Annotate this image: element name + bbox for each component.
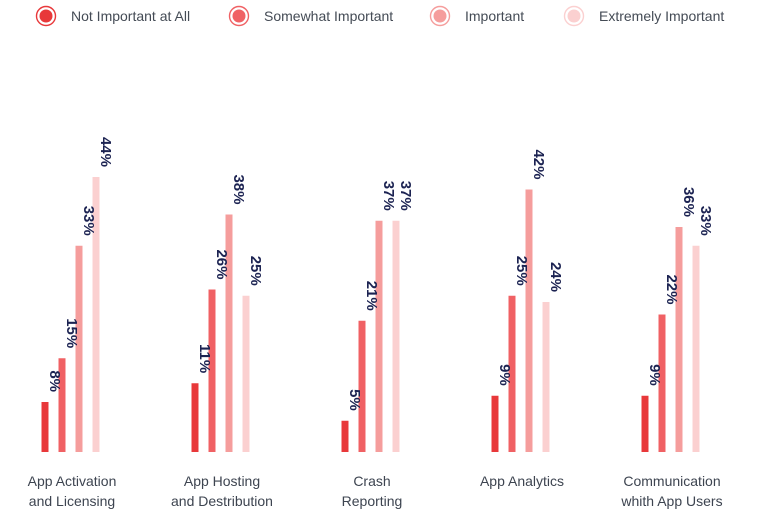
value-label: 11% — [196, 344, 213, 373]
bar — [491, 395, 499, 452]
bar — [658, 314, 666, 452]
legend-marker-dot — [39, 9, 53, 23]
value-label: 8% — [46, 370, 63, 392]
legend-marker-dot — [232, 9, 246, 23]
legend-marker-dot — [433, 9, 447, 23]
value-label: 5% — [346, 389, 363, 411]
bar — [641, 395, 649, 452]
bar — [675, 227, 683, 452]
category-label: Reporting — [342, 493, 403, 509]
category-label: Communication — [623, 473, 720, 489]
bar — [208, 289, 216, 452]
category-label: App Analytics — [480, 473, 564, 489]
bar — [92, 177, 100, 452]
bar — [58, 358, 66, 452]
value-label: 33% — [697, 206, 714, 236]
bar — [692, 245, 700, 452]
value-label: 9% — [496, 364, 513, 386]
bar — [341, 420, 349, 452]
legend-label: Extremely Important — [599, 8, 724, 24]
value-label: 25% — [247, 256, 264, 286]
category-label: App Activation — [28, 473, 117, 489]
category-labels-group: App Activation and Licensing App Hosting an… — [28, 473, 723, 509]
legend-label: Not Important at All — [71, 8, 190, 24]
value-label: 24% — [547, 262, 564, 292]
value-label: 36% — [680, 187, 697, 217]
bar — [225, 214, 233, 452]
legend: Not Important at All Somewhat Important Im… — [35, 5, 724, 27]
value-label: 42% — [530, 149, 547, 179]
value-label: 25% — [513, 256, 530, 286]
value-label: 33% — [80, 206, 97, 236]
value-label: 38% — [230, 174, 247, 204]
bar — [191, 383, 199, 452]
legend-label: Important — [465, 8, 524, 24]
value-label: 9% — [646, 364, 663, 386]
bar — [75, 245, 83, 452]
bar — [375, 220, 383, 452]
bars-group — [41, 177, 700, 452]
value-label: 21% — [363, 281, 380, 311]
legend-marker-dot — [567, 9, 581, 23]
bar — [542, 302, 550, 452]
category-label: and Licensing — [29, 493, 115, 509]
bar — [242, 295, 250, 452]
category-label: and Destribution — [171, 493, 273, 509]
bar — [392, 220, 400, 452]
value-label: 44% — [97, 137, 114, 167]
value-labels-group: 8% 15% 33% 44% 11% 26% 38% 25% 5% 21% 37% 37% 9% 25% 4… — [46, 137, 714, 411]
value-label: 15% — [63, 318, 80, 348]
value-label: 22% — [663, 274, 680, 304]
value-label: 26% — [213, 249, 230, 279]
category-label: App Hosting — [184, 473, 260, 489]
category-label: Crash — [353, 473, 390, 489]
value-label: 37% — [397, 181, 414, 211]
bar — [508, 295, 516, 452]
legend-label: Somewhat Important — [264, 8, 393, 24]
category-label: whith App Users — [620, 493, 722, 509]
bar — [525, 189, 533, 452]
bar — [41, 402, 49, 452]
bar — [358, 320, 366, 452]
value-label: 37% — [380, 181, 397, 211]
